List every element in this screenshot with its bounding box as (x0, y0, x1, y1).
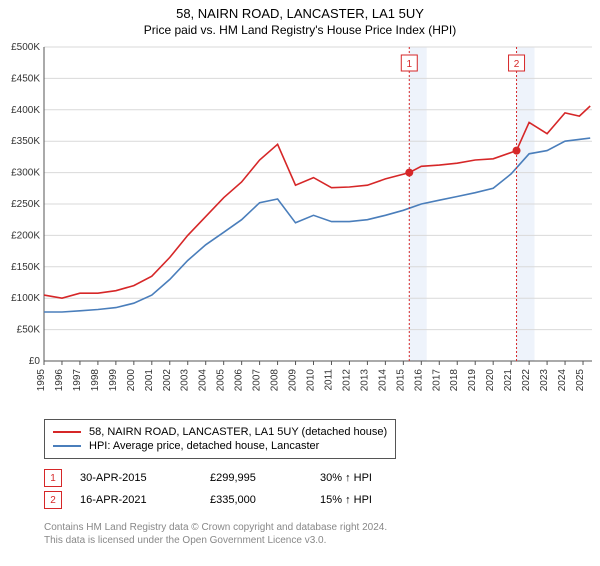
svg-text:2000: 2000 (126, 369, 137, 392)
svg-text:2018: 2018 (449, 369, 460, 392)
sale-row: 1 30-APR-2015£299,99530% ↑ HPI (44, 469, 600, 487)
svg-text:1999: 1999 (108, 369, 119, 392)
svg-text:2012: 2012 (341, 369, 352, 392)
svg-text:£150K: £150K (11, 262, 40, 273)
svg-text:2006: 2006 (234, 369, 245, 392)
footer-attribution: Contains HM Land Registry data © Crown c… (44, 521, 600, 547)
svg-text:2024: 2024 (557, 369, 568, 392)
svg-text:1996: 1996 (54, 369, 65, 392)
chart-area: £0 £50K £100K £150K £200K £250K £300K £350K £400… (0, 41, 600, 411)
svg-text:2007: 2007 (252, 369, 263, 392)
svg-text:2003: 2003 (180, 369, 191, 392)
svg-text:1: 1 (406, 59, 412, 70)
chart-title: 58, NAIRN ROAD, LANCASTER, LA1 5UY (0, 6, 600, 21)
svg-text:2002: 2002 (162, 369, 173, 392)
legend-label: HPI: Average price, detached house, Lanc… (89, 440, 319, 452)
sale-date: 16-APR-2021 (80, 494, 210, 506)
svg-text:£300K: £300K (11, 168, 40, 179)
line-chart: £0 £50K £100K £150K £200K £250K £300K £350K £400… (0, 41, 600, 411)
svg-text:2: 2 (514, 59, 520, 70)
svg-text:2019: 2019 (467, 369, 478, 392)
svg-text:£200K: £200K (11, 230, 40, 241)
legend: 58, NAIRN ROAD, LANCASTER, LA1 5UY (deta… (44, 419, 396, 459)
svg-text:2014: 2014 (377, 369, 388, 392)
svg-text:2004: 2004 (198, 369, 209, 392)
legend-item: 58, NAIRN ROAD, LANCASTER, LA1 5UY (deta… (53, 426, 387, 438)
svg-text:£350K: £350K (11, 136, 40, 147)
svg-text:2025: 2025 (575, 369, 586, 392)
svg-text:2013: 2013 (359, 369, 370, 392)
svg-text:1998: 1998 (90, 369, 101, 392)
sale-price: £335,000 (210, 494, 320, 506)
svg-text:2022: 2022 (521, 369, 532, 392)
svg-text:£250K: £250K (11, 199, 40, 210)
svg-text:1995: 1995 (36, 369, 47, 392)
sale-marker: 2 (44, 491, 62, 509)
legend-label: 58, NAIRN ROAD, LANCASTER, LA1 5UY (deta… (89, 426, 387, 438)
sale-row: 2 16-APR-2021£335,00015% ↑ HPI (44, 491, 600, 509)
svg-text:£400K: £400K (11, 105, 40, 116)
svg-text:2009: 2009 (288, 369, 299, 392)
svg-text:2017: 2017 (431, 369, 442, 392)
svg-text:2011: 2011 (323, 369, 334, 391)
legend-swatch (53, 431, 81, 433)
svg-text:2016: 2016 (413, 369, 424, 392)
svg-text:2001: 2001 (144, 369, 155, 392)
sale-hpi-delta: 30% ↑ HPI (320, 472, 372, 484)
svg-text:2021: 2021 (503, 369, 514, 392)
svg-text:2005: 2005 (216, 369, 227, 392)
svg-text:2015: 2015 (395, 369, 406, 392)
sale-date: 30-APR-2015 (80, 472, 210, 484)
sales-table: 1 30-APR-2015£299,99530% ↑ HPI 2 16-APR-202… (44, 469, 600, 509)
svg-text:£450K: £450K (11, 73, 40, 84)
svg-text:2023: 2023 (539, 369, 550, 392)
legend-swatch (53, 445, 81, 447)
legend-item: HPI: Average price, detached house, Lanc… (53, 440, 387, 452)
svg-text:£500K: £500K (11, 42, 40, 53)
footer-line-1: Contains HM Land Registry data © Crown c… (44, 521, 600, 534)
svg-text:2020: 2020 (485, 369, 496, 392)
svg-text:1997: 1997 (72, 369, 83, 392)
sale-hpi-delta: 15% ↑ HPI (320, 494, 372, 506)
sale-marker: 1 (44, 469, 62, 487)
footer-line-2: This data is licensed under the Open Gov… (44, 534, 600, 547)
svg-text:£0: £0 (29, 356, 41, 367)
svg-text:£50K: £50K (17, 325, 41, 336)
svg-text:2010: 2010 (306, 369, 317, 392)
svg-text:2008: 2008 (270, 369, 281, 392)
svg-text:£100K: £100K (11, 293, 40, 304)
chart-subtitle: Price paid vs. HM Land Registry's House … (0, 23, 600, 37)
sale-price: £299,995 (210, 472, 320, 484)
